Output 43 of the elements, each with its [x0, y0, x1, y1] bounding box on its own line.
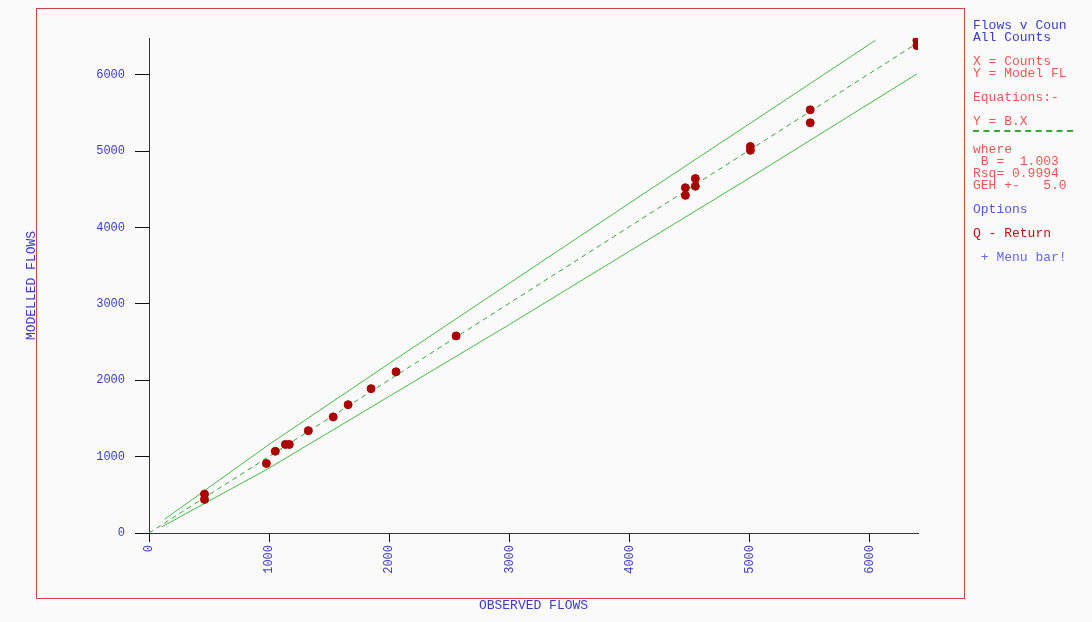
x-tick-label: 1000: [262, 545, 277, 574]
text: All Counts: [973, 30, 1052, 45]
point: [366, 384, 376, 394]
text: Equations:-: [973, 90, 1060, 105]
y-tick-label: 6000: [96, 67, 125, 82]
y-tick-label: 3000: [96, 297, 125, 312]
y-axis-title: MODELLED FLOWS: [24, 230, 40, 341]
x-tick-label: 5000: [742, 545, 757, 574]
text: Options: [973, 202, 1029, 217]
text: X = Counts: [973, 54, 1052, 69]
point: [261, 458, 271, 468]
y-tick-label: 5000: [96, 144, 125, 159]
text: Y = Model FL: [973, 66, 1068, 81]
y-tick-label: 2000: [96, 373, 125, 388]
point: [680, 183, 690, 193]
point: [680, 190, 690, 200]
x-tick-label: 3000: [502, 545, 517, 574]
point: [328, 412, 338, 422]
point: [270, 446, 280, 456]
point: [451, 331, 461, 341]
x-tick-label: 2000: [382, 545, 397, 574]
x-tick-label: 0: [142, 545, 157, 553]
y-tick-label: 4000: [96, 220, 125, 235]
text: Flows v Coun: [973, 18, 1068, 33]
y-tick-label: 1000: [96, 449, 125, 464]
x-tick-label: 4000: [622, 545, 637, 574]
x-tick-label: 6000: [863, 545, 878, 574]
point: [690, 181, 700, 191]
text: B = 1.003: [980, 154, 1060, 169]
text: Q - Return: [973, 226, 1052, 241]
point: [805, 105, 815, 115]
point: [805, 118, 815, 128]
point: [303, 426, 313, 436]
text: Rsq= 0.9994: [973, 166, 1059, 181]
point: [690, 174, 700, 184]
text: Y = B.X: [973, 114, 1029, 129]
point: [343, 400, 353, 410]
text: GEH +- 5.0: [973, 178, 1068, 193]
text: + Menu bar!: [979, 250, 1068, 265]
x-axis-title: OBSERVED FLOWS: [478, 597, 589, 613]
text: where: [973, 142, 1013, 157]
point: [391, 367, 401, 377]
y-tick-label: 0: [117, 526, 125, 541]
